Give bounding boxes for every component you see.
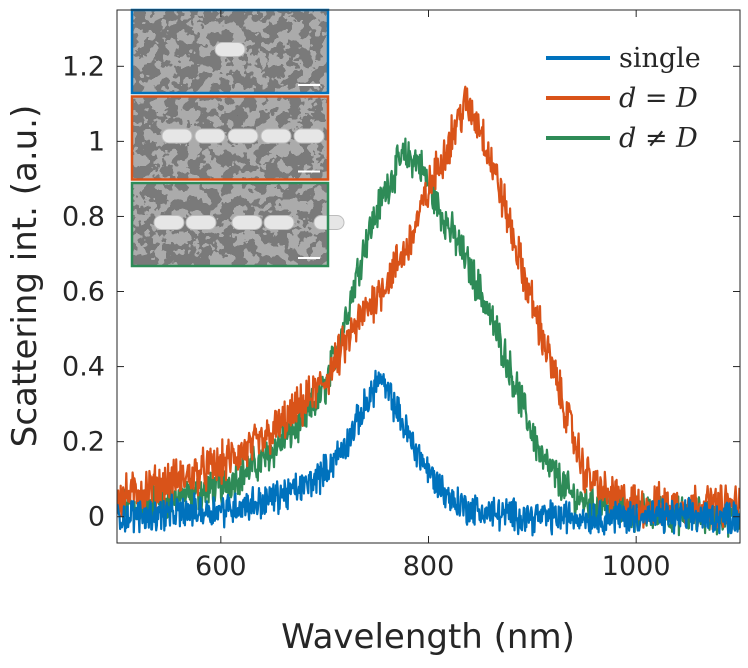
inset-border [130, 95, 330, 181]
particle [161, 128, 193, 144]
particle [227, 128, 259, 144]
series-lines [117, 85, 740, 538]
particle [293, 128, 325, 144]
particle [185, 215, 217, 230]
legend-label: d ≠ D [619, 123, 698, 154]
y-tick-label: 1 [88, 126, 105, 157]
equal-spacing-chain-micrograph [130, 95, 330, 181]
particle [214, 42, 246, 57]
particle [263, 215, 295, 230]
particle [260, 128, 292, 144]
y-tick-label: 0.4 [62, 352, 105, 383]
legend-label: d = D [619, 83, 698, 114]
y-tick-label: 0.6 [62, 277, 105, 308]
y-tick-label: 0 [88, 502, 105, 533]
y-ticks: 0 0.2 0.4 0.6 0.8 1 1.2 [62, 51, 740, 533]
particle [194, 128, 226, 144]
legend-label: single [619, 43, 701, 74]
y-tick-label: 0.8 [62, 201, 105, 232]
y-axis-label: Scattering int. (a.u.) [5, 105, 45, 448]
inset-border [130, 181, 330, 268]
x-ticks: 600 800 1000 [195, 10, 671, 582]
single-particle-micrograph [130, 8, 330, 95]
x-axis-label: Wavelength (nm) [281, 617, 575, 657]
x-tick-label: 600 [195, 551, 247, 582]
series-line-0 [117, 369, 740, 537]
y-tick-label: 0.2 [62, 427, 105, 458]
y-tick-label: 1.2 [62, 51, 105, 82]
x-tick-label: 1000 [602, 551, 671, 582]
legend: single d = D d ≠ D [546, 43, 701, 154]
micrograph-insets [130, 8, 345, 268]
x-tick-label: 800 [403, 551, 455, 582]
particle [231, 215, 263, 230]
particle [153, 215, 185, 230]
unequal-spacing-chain-micrograph [130, 181, 345, 268]
